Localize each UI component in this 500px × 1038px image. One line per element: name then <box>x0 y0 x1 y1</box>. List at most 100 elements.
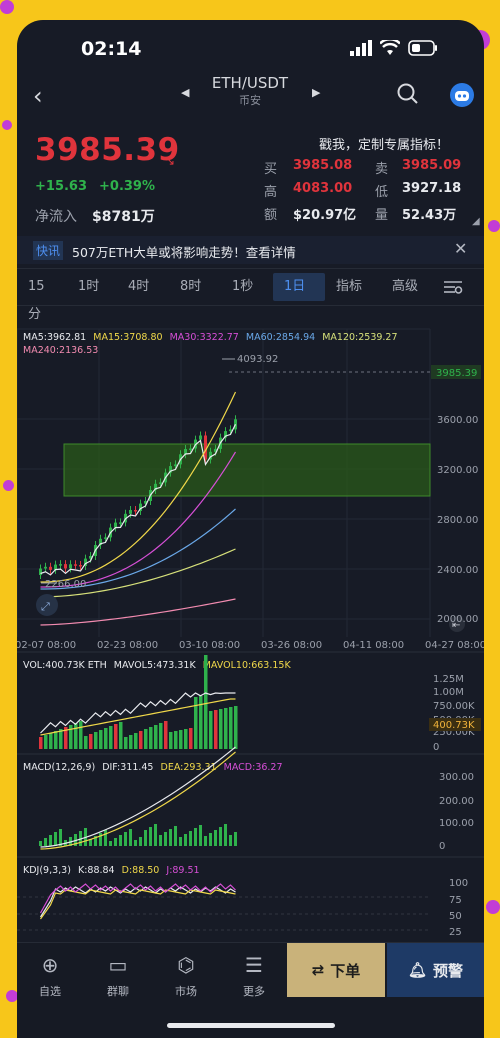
candle <box>89 556 92 559</box>
chart-settings-icon[interactable] <box>443 279 463 295</box>
status-time: 02:14 <box>81 38 142 60</box>
tab-1d[interactable]: 1日 <box>273 273 325 301</box>
volume-bar <box>119 722 123 749</box>
tab-advanced[interactable]: 高级 <box>392 279 419 294</box>
macd-bar <box>54 832 57 846</box>
tab-4h[interactable]: 4时 <box>128 279 150 294</box>
dif-line <box>40 746 236 848</box>
nav-watchlist[interactable]: ⊕ 自选 <box>20 943 80 999</box>
candle <box>184 449 187 455</box>
search-icon[interactable] <box>397 83 419 105</box>
bid-price: 3985.08 <box>293 158 353 173</box>
j-line <box>39 883 236 914</box>
candle <box>74 564 77 566</box>
y-tick-label: 75 <box>449 895 462 906</box>
scroll-latest-button[interactable] <box>449 616 465 632</box>
macd-bar <box>44 838 47 846</box>
last-price: 3985.39 <box>35 132 180 168</box>
y-tick-label: 2400.00 <box>437 565 478 576</box>
volume-value: 52.43万 <box>402 208 457 223</box>
macd-bar <box>174 826 177 846</box>
volume-bar <box>64 727 68 749</box>
y-tick-label: 0 <box>433 742 439 753</box>
candle <box>134 510 137 512</box>
amount-label: 额 <box>264 208 278 223</box>
pair-title[interactable]: ETH/USDT <box>211 74 289 92</box>
tab-indicators[interactable]: 指标 <box>336 279 363 294</box>
close-icon[interactable]: ✕ <box>454 239 468 258</box>
volume-bar <box>184 729 188 749</box>
ma5-line <box>40 424 237 576</box>
corner-expand-icon: ◢ <box>472 216 480 227</box>
volume-bar <box>224 708 228 749</box>
kline-chart[interactable]: 4093.92 3985.39 2266.00 ⤢ ⇤ MA5:3962.81 … <box>17 307 484 942</box>
low-label: 低 <box>375 185 389 200</box>
tab-8h[interactable]: 8时 <box>180 279 202 294</box>
ask-price: 3985.09 <box>402 158 462 173</box>
app-window: 02:14 ‹ ◀ ETH/USDT 币安 ▶ 3985.39 ↘ +15 <box>17 20 484 1038</box>
moving-average-lines <box>40 391 237 626</box>
tab-1h[interactable]: 1时 <box>78 279 100 294</box>
alert-button[interactable]: 🔔︎ 预警 <box>387 943 484 997</box>
bot-avatar-icon[interactable] <box>449 82 475 108</box>
macd-bar <box>209 833 212 846</box>
volume-bar <box>84 736 88 749</box>
next-pair-icon[interactable]: ▶ <box>312 86 321 99</box>
volume-legend: VOL:400.73K ETH MAVOL5:473.31K MAVOL10:6… <box>23 660 291 671</box>
nav-more[interactable]: ☰ 更多 <box>224 943 284 999</box>
nav-label: 自选 <box>39 985 61 998</box>
mavol10-line <box>40 698 236 736</box>
y-tick-label: 300.00 <box>439 772 474 783</box>
volume-bar <box>194 697 198 749</box>
back-icon[interactable]: ‹ <box>33 82 43 110</box>
y-tick-label: 250.00K <box>433 727 475 738</box>
ma30-line <box>40 451 237 588</box>
news-bar[interactable]: 快讯 507万ETH大单或将影响走势！查看详情 ✕ <box>17 236 484 264</box>
x-tick-label: 04-27 08:00 <box>425 640 484 651</box>
macd-bar <box>184 834 187 846</box>
candle <box>129 510 132 514</box>
candle <box>39 568 42 575</box>
macd-bar <box>154 824 157 846</box>
tab-1s[interactable]: 1秒 <box>232 279 254 294</box>
volume-bar <box>129 735 133 749</box>
volume-bar <box>144 729 148 749</box>
price-change: +15.63 <box>35 179 88 194</box>
prev-pair-icon[interactable]: ◀ <box>181 86 190 99</box>
candle <box>209 451 212 460</box>
y-tick-label: 1.00M <box>433 687 464 698</box>
y-tick-label: 3200.00 <box>437 465 478 476</box>
y-tick-label: 2800.00 <box>437 515 478 526</box>
bid-label: 买 <box>264 162 278 177</box>
macd-bar <box>229 835 232 846</box>
candle <box>174 464 177 467</box>
macd-y-axis: 300.00 200.00 100.00 0 <box>439 772 474 852</box>
volume-bar <box>139 731 143 749</box>
low-marker-label: 2266.00 <box>45 579 86 590</box>
macd-bar <box>134 840 137 846</box>
price-change-pct: +0.39% <box>99 179 155 194</box>
candle <box>159 482 162 484</box>
y-tick-label: 50 <box>449 911 462 922</box>
nav-chat[interactable]: ▭ 群聊 <box>88 943 148 999</box>
macd-bar <box>109 841 112 846</box>
custom-indicator-promo[interactable]: 戳我，定制专属指标！ <box>319 138 450 153</box>
y-tick-label: 100 <box>449 878 468 889</box>
mavol5-line <box>40 692 236 734</box>
y-tick-label: 750.00K <box>433 701 475 712</box>
volume-bar <box>49 733 53 749</box>
main-y-axis: 3600.00 3200.00 2800.00 2400.00 2000.00 <box>437 415 478 625</box>
macd-bar <box>114 838 117 846</box>
volume-bar <box>74 723 78 749</box>
nav-market[interactable]: ⌬ 市场 <box>156 943 216 999</box>
tab-15m[interactable]: 15分 <box>28 279 45 322</box>
kdj-lines <box>17 883 430 931</box>
macd-bar <box>49 835 52 846</box>
home-indicator <box>167 1023 335 1028</box>
news-text: 507万ETH大单或将影响走势！查看详情 <box>72 245 296 260</box>
candle <box>139 503 142 511</box>
reset-view-button[interactable] <box>36 594 58 616</box>
volume-bar <box>199 696 203 749</box>
order-button[interactable]: ⇄ 下单 <box>287 943 385 997</box>
